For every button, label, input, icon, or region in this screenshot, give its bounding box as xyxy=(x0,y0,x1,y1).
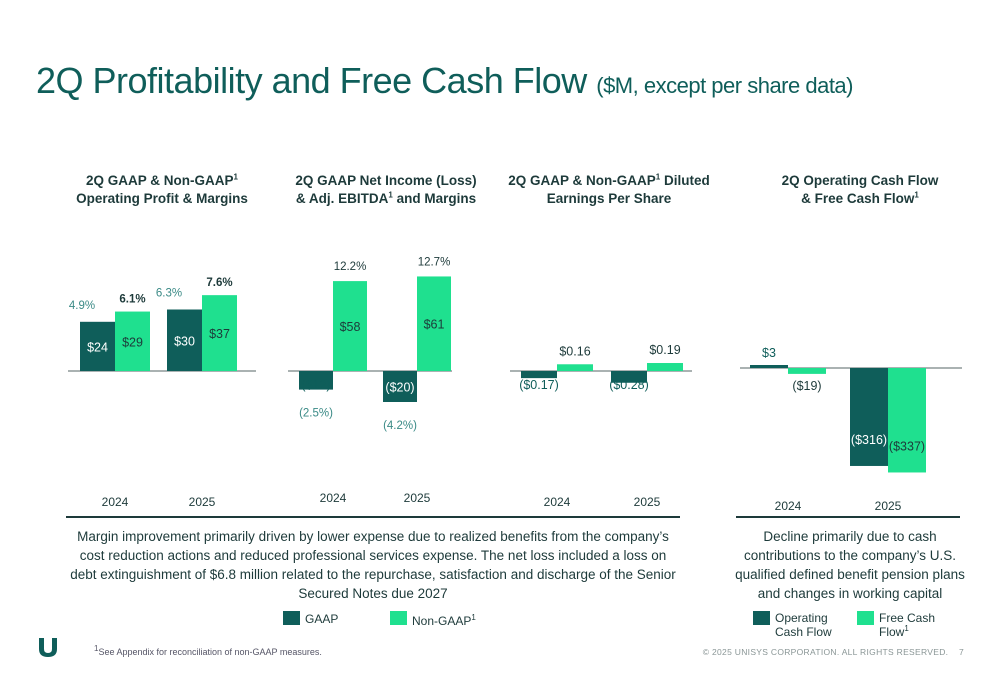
operating-profit-bar-series1-2025-value-label: $30 xyxy=(174,334,195,348)
cash-flow-bar-series1-2024 xyxy=(750,365,788,368)
footnote-marker: 1 xyxy=(655,172,661,182)
cash-flow-bar-series2-2025 xyxy=(888,368,926,473)
cash-flow-bar-series1-2024-value-label: $3 xyxy=(762,346,776,360)
operating-profit-bar-series2-2025-value-label: $37 xyxy=(209,327,230,341)
diluted-eps-bar-series2-2025-value-label: $0.19 xyxy=(649,343,680,357)
net-income-ebitda-bar-series1-2024-margin-label: (2.5%) xyxy=(299,408,333,420)
chart-title-line: 2Q GAAP Net Income (Loss) xyxy=(295,173,477,188)
cash-flow-bar-series1-2025 xyxy=(850,368,888,466)
operating-profit-bar-series2-2024 xyxy=(115,311,150,371)
cash-flow-bar-series2-2025-value-label: ($337) xyxy=(889,439,925,453)
legend-swatch-free-cash-flow xyxy=(857,611,874,625)
cash-flow-bar-series2-2024 xyxy=(788,368,826,374)
chart-title-cash-flow: 2Q Operating Cash Flow & Free Cash Flow1 xyxy=(760,172,960,208)
net-income-ebitda-bar-series1-2025-margin-label: (4.2%) xyxy=(383,420,417,432)
chart-title-line: and Margins xyxy=(392,191,477,206)
operating-profit-bar-series2-2025-margin-label: 7.6% xyxy=(206,277,232,289)
cash-flow-tick-label: 2025 xyxy=(875,499,902,513)
net-income-ebitda-bar-series1-2024 xyxy=(299,371,333,390)
legend-label-operating-cash-flow: Operating Cash Flow xyxy=(775,611,832,639)
net-income-ebitda-bar-series2-2025-margin-label: 12.7% xyxy=(418,256,451,268)
operating-profit-bar-series1-2024-margin-label: 4.9% xyxy=(69,300,95,312)
chart-title-line: & Adj. EBITDA xyxy=(295,191,389,206)
chart-title-line: Diluted xyxy=(660,173,710,188)
operating-profit-bar-series2-2025 xyxy=(202,295,237,371)
chart-title-operating-profit: 2Q GAAP & Non-GAAP1 Operating Profit & M… xyxy=(62,172,262,208)
note-margin-improvement: Margin improvement primarily driven by l… xyxy=(70,529,676,601)
cash-flow-bar-series2-2024-value-label: ($19) xyxy=(792,379,821,393)
footnote-marker: 1 xyxy=(233,172,238,182)
diluted-eps-tick-label: 2024 xyxy=(544,495,571,509)
chart-title-line: Operating Profit & Margins xyxy=(76,191,248,206)
legend-swatch-operating-cash-flow xyxy=(753,611,770,625)
net-income-ebitda-bar-series1-2025 xyxy=(383,371,417,402)
note-cash-decline: Decline primarily due to cash contributi… xyxy=(735,529,965,601)
operating-profit-tick-label: 2024 xyxy=(102,495,129,509)
legend-label-non-gaap: Non-GAAP1 xyxy=(412,613,476,629)
copyright-text: © 2025 UNISYS CORPORATION. ALL RIGHTS RE… xyxy=(702,647,949,657)
chart-title-eps: 2Q GAAP & Non-GAAP1 Diluted Earnings Per… xyxy=(504,172,714,208)
operating-profit-bar-series1-2025-margin-label: 6.3% xyxy=(156,288,182,300)
operating-profit-bar-series1-2024-value-label: $24 xyxy=(87,340,108,354)
diluted-eps-tick-label: 2025 xyxy=(634,495,661,509)
cash-flow-bar-series1-2025-value-label: ($316) xyxy=(851,433,887,447)
operating-profit-bar-series2-2024-margin-label: 6.1% xyxy=(119,294,145,306)
footnote-marker: 1 xyxy=(904,624,909,633)
legend-text: Flow xyxy=(879,625,905,639)
diluted-eps-bar-series2-2025 xyxy=(647,363,683,371)
diluted-eps-bar-series1-2024 xyxy=(521,371,557,379)
diluted-eps-bar-series2-2024 xyxy=(557,364,593,371)
page-title-main: 2Q Profitability and Free Cash Flow xyxy=(36,60,587,101)
net-income-ebitda-bar-series1-2024-value-label: ($12) xyxy=(301,378,330,392)
legend-text: Operating xyxy=(775,611,828,625)
diluted-eps-bar-series1-2025-value-label: ($0.28) xyxy=(609,378,649,392)
unisys-logo-icon xyxy=(39,638,57,657)
diluted-eps-bar-series2-2024-value-label: $0.16 xyxy=(559,344,590,358)
net-income-ebitda-bar-series2-2024-margin-label: 12.2% xyxy=(334,261,367,273)
operating-profit-bar-series2-2024-value-label: $29 xyxy=(122,335,143,349)
footnote-text: See Appendix for reconciliation of non-G… xyxy=(98,647,322,657)
chart-title-line: Earnings Per Share xyxy=(546,191,672,206)
diluted-eps-bar-series1-2024-value-label: ($0.17) xyxy=(519,378,559,392)
page-title: 2Q Profitability and Free Cash Flow ($M,… xyxy=(36,60,853,102)
page-number: 7 xyxy=(958,647,964,657)
footnote-marker: 1 xyxy=(914,190,919,200)
footnote: 1See Appendix for reconciliation of non-… xyxy=(94,644,322,658)
legend-text: Cash Flow xyxy=(775,625,832,639)
legend-swatch-non-gaap xyxy=(390,611,407,625)
net-income-ebitda-tick-label: 2024 xyxy=(320,491,347,505)
chart-title-line: 2Q Operating Cash Flow xyxy=(781,173,939,188)
footnote-marker: 1 xyxy=(388,190,393,200)
operating-profit-bar-series1-2025 xyxy=(167,309,202,371)
net-income-ebitda-bar-series2-2024-value-label: $58 xyxy=(340,320,361,334)
operating-profit-bar-series1-2024 xyxy=(80,321,115,371)
copyright: © 2025 UNISYS CORPORATION. ALL RIGHTS RE… xyxy=(703,647,964,657)
net-income-ebitda-tick-label: 2025 xyxy=(404,491,431,505)
operating-profit-tick-label: 2025 xyxy=(189,495,216,509)
footnote-marker: 1 xyxy=(471,613,476,622)
legend-label-free-cash-flow: Free Cash Flow1 xyxy=(879,611,935,639)
legend-text: Free Cash xyxy=(879,611,936,625)
net-income-ebitda-bar-series2-2025 xyxy=(417,276,451,371)
chart-title-line: 2Q GAAP & Non-GAAP xyxy=(86,173,234,188)
cash-flow-tick-label: 2024 xyxy=(775,499,802,513)
diluted-eps-bar-series1-2025 xyxy=(611,371,647,383)
net-income-ebitda-bar-series1-2025-value-label: ($20) xyxy=(385,381,414,395)
footnote-marker: 1 xyxy=(94,644,99,653)
net-income-ebitda-bar-series2-2025-value-label: $61 xyxy=(424,318,445,332)
chart-title-line: & Free Cash Flow xyxy=(801,191,915,206)
legend-swatch-gaap xyxy=(283,611,300,625)
divider-right xyxy=(736,516,960,518)
chart-title-line: 2Q GAAP & Non-GAAP xyxy=(508,173,656,188)
chart-title-net-income: 2Q GAAP Net Income (Loss) & Adj. EBITDA1… xyxy=(286,172,486,208)
net-income-ebitda-bar-series2-2024 xyxy=(333,281,367,371)
divider-left xyxy=(66,516,680,518)
legend-label-gaap: GAAP xyxy=(305,612,339,626)
legend-text: Non-GAAP xyxy=(412,614,472,628)
page-title-units: ($M, except per share data) xyxy=(596,73,853,98)
